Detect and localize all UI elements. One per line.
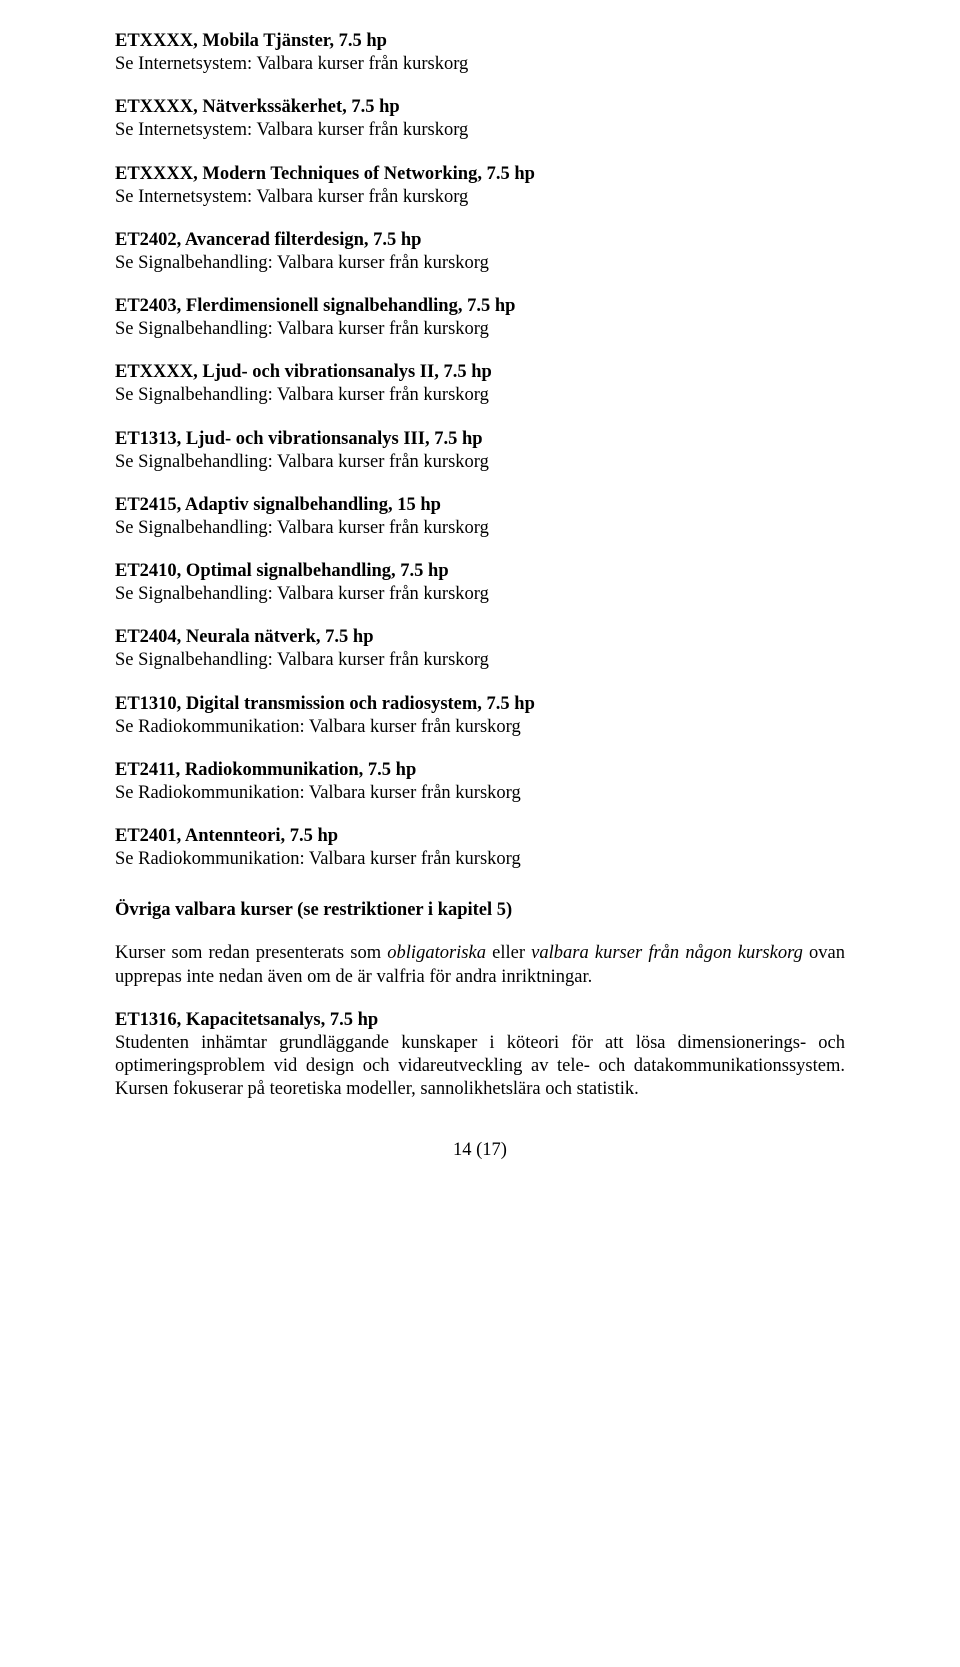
- para-text: eller: [486, 943, 531, 963]
- course-block: ET2402, Avancerad filterdesign, 7.5 hpSe…: [115, 229, 845, 275]
- course-description: Studenten inhämtar grundläggande kunskap…: [115, 1032, 845, 1101]
- course-note: Se Signalbehandling: Valbara kurser från…: [115, 583, 845, 606]
- course-block: ETXXXX, Mobila Tjänster, 7.5 hpSe Intern…: [115, 30, 845, 76]
- course-block: ET2415, Adaptiv signalbehandling, 15 hpS…: [115, 494, 845, 540]
- final-course-block: ET1316, Kapacitetsanalys, 7.5 hp Student…: [115, 1009, 845, 1102]
- course-note: Se Signalbehandling: Valbara kurser från…: [115, 517, 845, 540]
- course-title: ETXXXX, Ljud- och vibrationsanalys II, 7…: [115, 361, 845, 384]
- course-block: ET2403, Flerdimensionell signalbehandlin…: [115, 295, 845, 341]
- course-note: Se Internetsystem: Valbara kurser från k…: [115, 119, 845, 142]
- course-title: ETXXXX, Mobila Tjänster, 7.5 hp: [115, 30, 845, 53]
- course-note: Se Internetsystem: Valbara kurser från k…: [115, 186, 845, 209]
- course-block: ET2404, Neurala nätverk, 7.5 hpSe Signal…: [115, 626, 845, 672]
- course-block: ETXXXX, Modern Techniques of Networking,…: [115, 163, 845, 209]
- course-note: Se Signalbehandling: Valbara kurser från…: [115, 252, 845, 275]
- course-block: ETXXXX, Nätverkssäkerhet, 7.5 hpSe Inter…: [115, 96, 845, 142]
- course-block: ETXXXX, Ljud- och vibrationsanalys II, 7…: [115, 361, 845, 407]
- course-note: Se Internetsystem: Valbara kurser från k…: [115, 53, 845, 76]
- course-block: ET2410, Optimal signalbehandling, 7.5 hp…: [115, 560, 845, 606]
- course-title: ETXXXX, Nätverkssäkerhet, 7.5 hp: [115, 96, 845, 119]
- course-title: ET2411, Radiokommunikation, 7.5 hp: [115, 759, 845, 782]
- course-block: ET1310, Digital transmission och radiosy…: [115, 693, 845, 739]
- course-note: Se Signalbehandling: Valbara kurser från…: [115, 384, 845, 407]
- page-number: 14 (17): [115, 1139, 845, 1162]
- course-title: ET2402, Avancerad filterdesign, 7.5 hp: [115, 229, 845, 252]
- para-italic-1: obligatoriska: [387, 943, 486, 963]
- course-block: ET2411, Radiokommunikation, 7.5 hpSe Rad…: [115, 759, 845, 805]
- course-title: ET2401, Antennteori, 7.5 hp: [115, 825, 845, 848]
- section-heading: Övriga valbara kurser (se restriktioner …: [115, 899, 845, 922]
- course-note: Se Signalbehandling: Valbara kurser från…: [115, 451, 845, 474]
- course-note: Se Signalbehandling: Valbara kurser från…: [115, 649, 845, 672]
- para-italic-2: valbara kurser från någon kurskorg: [531, 943, 803, 963]
- course-title: ETXXXX, Modern Techniques of Networking,…: [115, 163, 845, 186]
- course-title: ET2403, Flerdimensionell signalbehandlin…: [115, 295, 845, 318]
- course-note: Se Radiokommunikation: Valbara kurser fr…: [115, 782, 845, 805]
- course-title: ET1316, Kapacitetsanalys, 7.5 hp: [115, 1009, 845, 1032]
- course-title: ET2404, Neurala nätverk, 7.5 hp: [115, 626, 845, 649]
- course-title: ET1310, Digital transmission och radiosy…: [115, 693, 845, 716]
- course-block: ET2401, Antennteori, 7.5 hpSe Radiokommu…: [115, 825, 845, 871]
- course-title: ET1313, Ljud- och vibrationsanalys III, …: [115, 428, 845, 451]
- course-list: ETXXXX, Mobila Tjänster, 7.5 hpSe Intern…: [115, 30, 845, 871]
- course-block: ET1313, Ljud- och vibrationsanalys III, …: [115, 428, 845, 474]
- course-note: Se Signalbehandling: Valbara kurser från…: [115, 318, 845, 341]
- para-text: Kurser som redan presenterats som: [115, 943, 387, 963]
- course-title: ET2410, Optimal signalbehandling, 7.5 hp: [115, 560, 845, 583]
- intro-paragraph: Kurser som redan presenterats som obliga…: [115, 942, 845, 988]
- course-note: Se Radiokommunikation: Valbara kurser fr…: [115, 848, 845, 871]
- course-title: ET2415, Adaptiv signalbehandling, 15 hp: [115, 494, 845, 517]
- course-note: Se Radiokommunikation: Valbara kurser fr…: [115, 716, 845, 739]
